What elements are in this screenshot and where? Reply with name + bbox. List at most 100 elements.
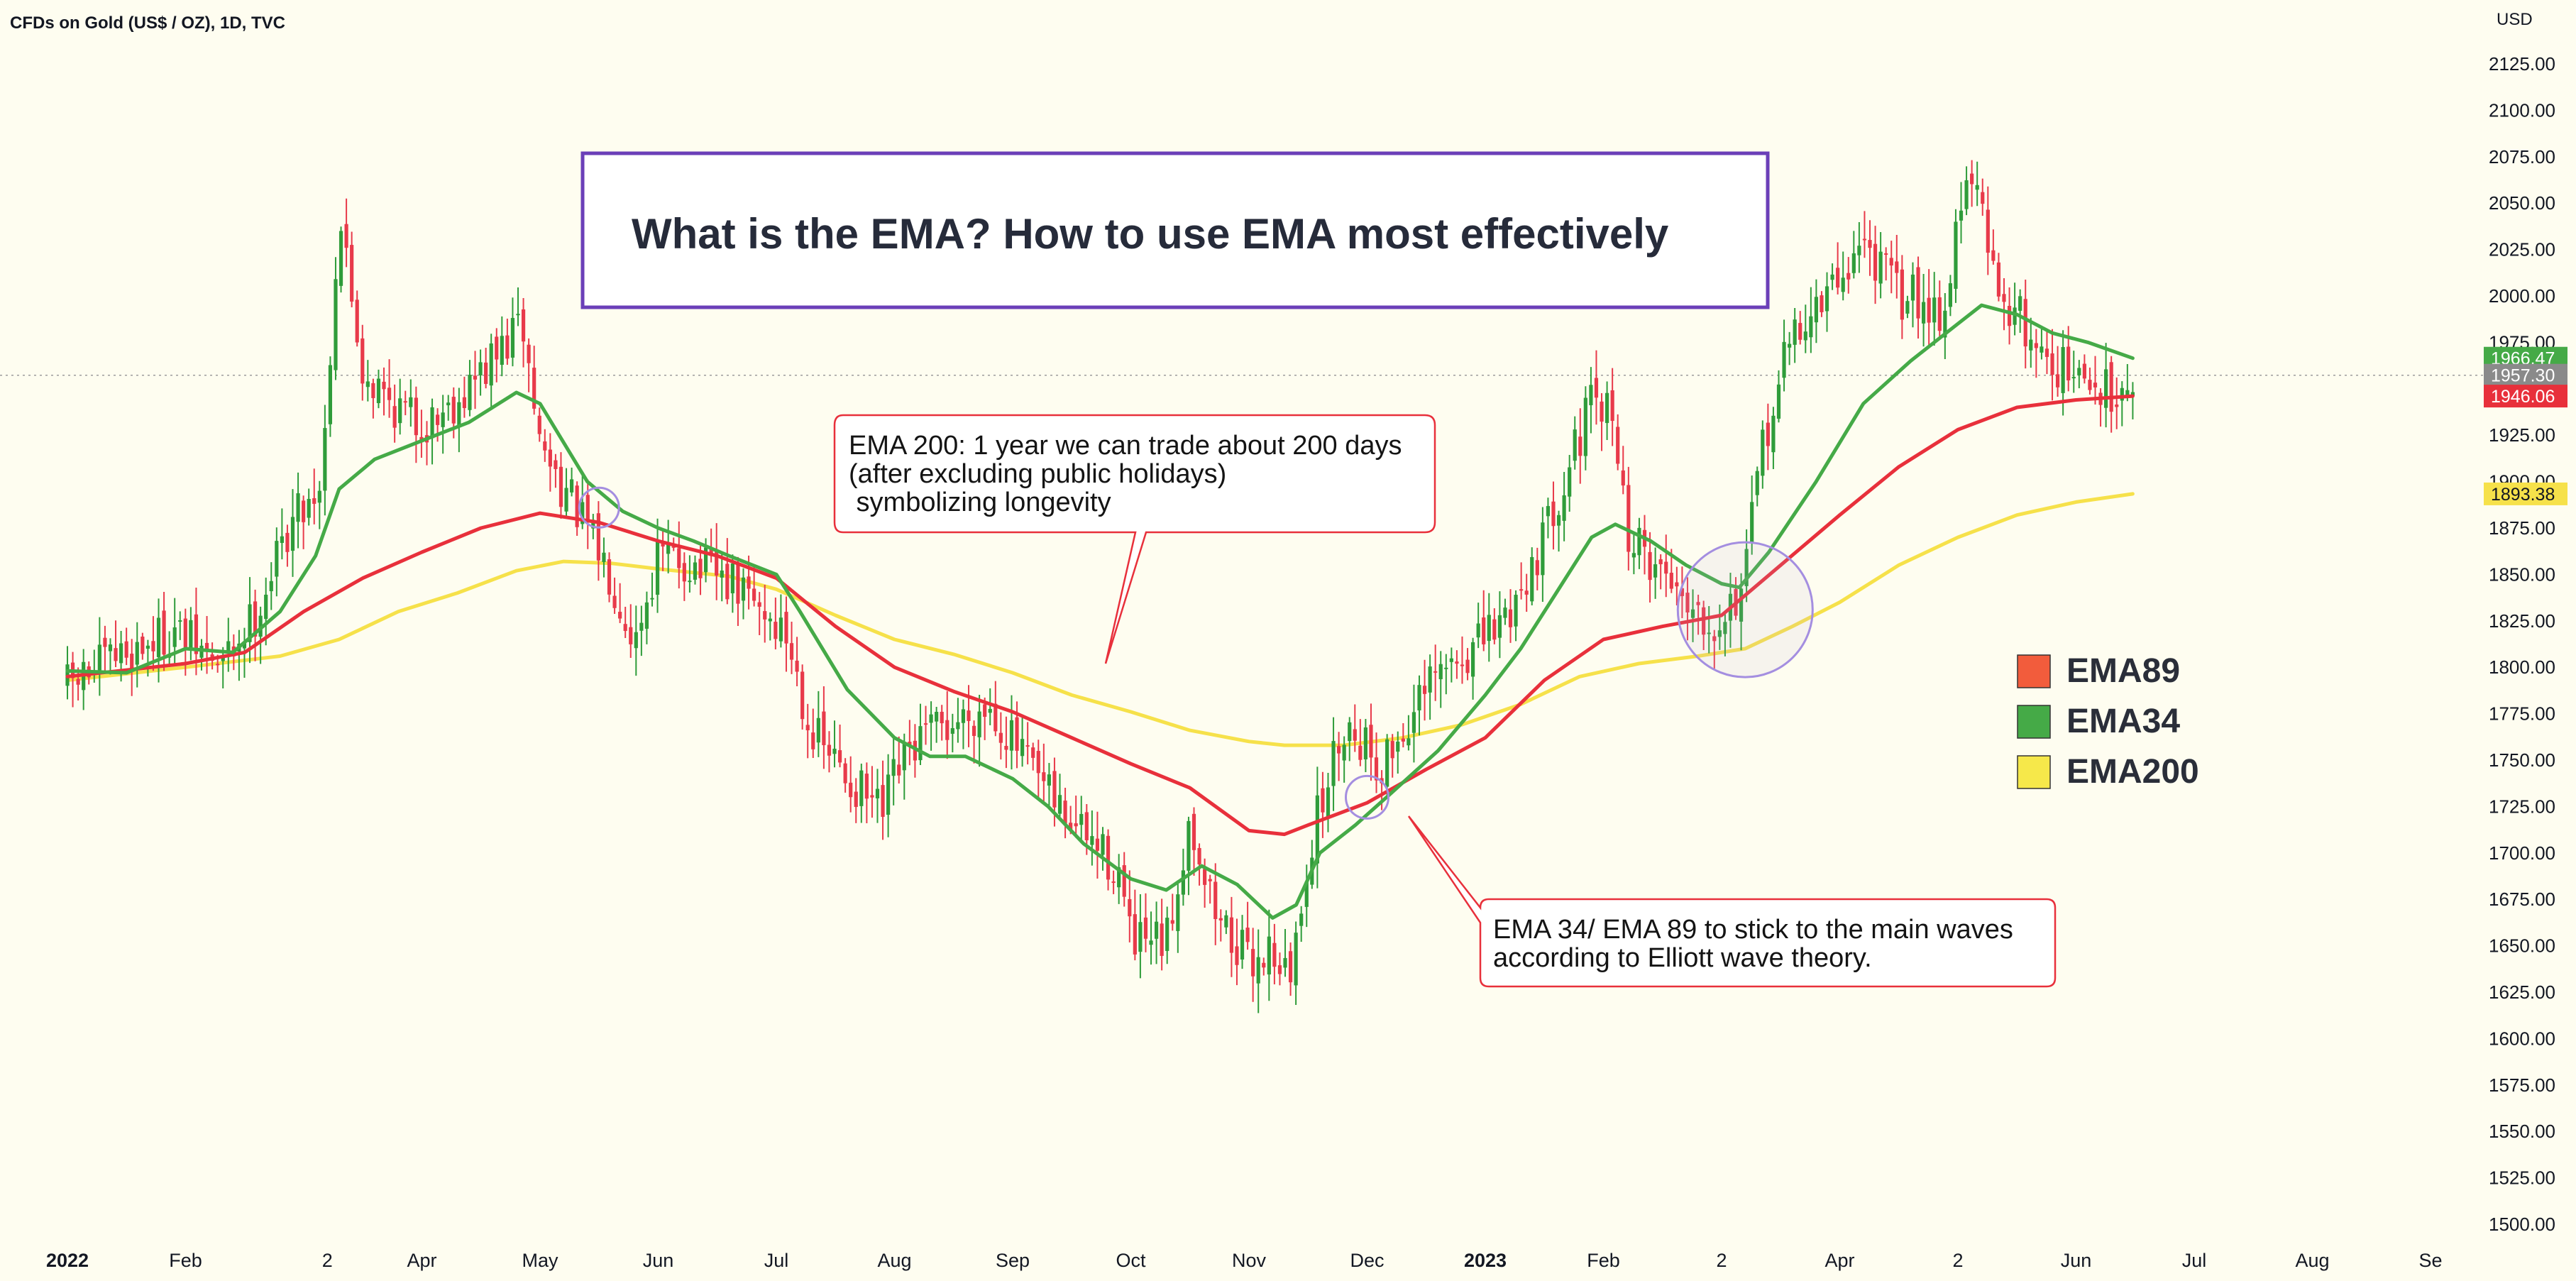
candle-body bbox=[1326, 787, 1331, 818]
candle-body bbox=[1133, 914, 1137, 955]
candle-body bbox=[1658, 559, 1663, 565]
candle-body bbox=[1331, 741, 1336, 786]
candle-body bbox=[612, 595, 617, 608]
candle-body bbox=[2077, 368, 2081, 375]
candle-body bbox=[1476, 623, 1480, 638]
y-tick-label: 1550.00 bbox=[2489, 1121, 2555, 1142]
candle-body bbox=[1937, 297, 1942, 331]
candle-body bbox=[575, 485, 579, 527]
candle-body bbox=[569, 479, 574, 493]
candle-body bbox=[1497, 615, 1502, 638]
y-tick-label: 1850.00 bbox=[2489, 563, 2555, 585]
candle-body bbox=[1932, 297, 1937, 323]
candle-body bbox=[1299, 913, 1304, 926]
candle-body bbox=[1138, 922, 1143, 952]
candle-body bbox=[2007, 306, 2012, 326]
candle-body bbox=[1964, 180, 1969, 209]
candle-body bbox=[275, 541, 279, 577]
candle-body bbox=[967, 710, 971, 721]
candle-body bbox=[1095, 838, 1100, 851]
x-tick-label: Se bbox=[2418, 1250, 2442, 1271]
candle-body bbox=[1830, 274, 1834, 280]
candle-body bbox=[1996, 262, 2001, 297]
candle-body bbox=[875, 788, 880, 798]
callout-ema34-89: EMA 34/ EMA 89 to stick to the main wave… bbox=[1407, 815, 2057, 988]
candle-body bbox=[334, 279, 338, 370]
candle-body bbox=[119, 643, 123, 664]
candle-body bbox=[564, 488, 568, 512]
candle-body bbox=[961, 709, 966, 723]
candle-body bbox=[688, 581, 692, 583]
candle-body bbox=[811, 732, 815, 749]
highlight-layer bbox=[578, 486, 1814, 820]
candle-body bbox=[2040, 346, 2044, 353]
candle-body bbox=[414, 397, 418, 436]
candle-body bbox=[436, 414, 440, 425]
candle-body bbox=[1015, 717, 1019, 751]
candle-body bbox=[1090, 836, 1094, 845]
y-tick-label: 1625.00 bbox=[2489, 982, 2555, 1003]
candle-body bbox=[881, 785, 885, 817]
x-tick-label: Apr bbox=[1824, 1250, 1854, 1271]
candle-body bbox=[709, 548, 713, 556]
candle-body bbox=[338, 231, 343, 286]
candle-body bbox=[1407, 738, 1411, 746]
y-tick-label: 2075.00 bbox=[2489, 146, 2555, 167]
candle-body bbox=[1390, 741, 1394, 759]
candle-body bbox=[2050, 353, 2054, 375]
candle-body bbox=[918, 726, 923, 761]
candle-body bbox=[1143, 917, 1148, 939]
series-line-ema200 bbox=[65, 492, 2135, 747]
candle-body bbox=[1814, 297, 1819, 323]
candle-body bbox=[1690, 609, 1695, 618]
candle-body bbox=[558, 466, 563, 507]
candle-body bbox=[703, 547, 708, 573]
candle-body bbox=[655, 541, 660, 595]
candle-body bbox=[302, 500, 306, 522]
candle-body bbox=[789, 643, 794, 660]
callout-ema200-line-1: EMA 200: 1 year we can trade about 200 d… bbox=[849, 431, 1402, 461]
candle-body bbox=[1470, 642, 1475, 677]
candle-body bbox=[1428, 666, 1432, 693]
candle-body bbox=[1160, 923, 1164, 956]
candle-body bbox=[462, 397, 467, 408]
candle-body bbox=[204, 642, 209, 651]
candle-body bbox=[1213, 881, 1218, 919]
candle-body bbox=[2018, 296, 2022, 311]
candle-body bbox=[1277, 965, 1282, 974]
candle-body bbox=[1031, 747, 1035, 758]
candle-body bbox=[897, 764, 901, 776]
x-tick-label: 2 bbox=[1952, 1250, 1963, 1271]
candle-body bbox=[398, 398, 402, 424]
candle-body bbox=[532, 368, 536, 409]
candle-body bbox=[1492, 619, 1497, 640]
candle-body bbox=[457, 402, 461, 428]
candle-body bbox=[365, 381, 370, 387]
x-tick-label: 2022 bbox=[46, 1250, 89, 1271]
x-tick-label: 2 bbox=[1716, 1250, 1727, 1271]
x-tick-label: Jun bbox=[2061, 1250, 2092, 1271]
candle-body bbox=[1610, 390, 1614, 422]
candle-body bbox=[639, 622, 644, 631]
candle-body bbox=[1165, 918, 1169, 951]
ema-layer bbox=[65, 303, 2135, 920]
candle-body bbox=[156, 617, 161, 657]
candle-body bbox=[843, 763, 847, 784]
legend-swatch-ema200 bbox=[2017, 755, 2051, 789]
candle-body bbox=[1170, 920, 1174, 924]
candle-body bbox=[537, 415, 541, 434]
candle-body bbox=[1631, 553, 1636, 558]
x-tick-label: 2 bbox=[322, 1250, 333, 1271]
candle-body bbox=[720, 570, 724, 578]
candle-body bbox=[2130, 392, 2135, 397]
candle-body bbox=[650, 598, 654, 600]
candle-body bbox=[242, 642, 247, 649]
candle-body bbox=[1927, 297, 1931, 323]
candle-body bbox=[360, 338, 365, 384]
candle-body bbox=[409, 397, 413, 407]
candle-body bbox=[1128, 898, 1132, 917]
y-tick-label: 2025.00 bbox=[2489, 239, 2555, 260]
candle-body bbox=[1846, 273, 1851, 280]
ema200-layer bbox=[65, 492, 2135, 747]
candle-body bbox=[344, 224, 348, 248]
